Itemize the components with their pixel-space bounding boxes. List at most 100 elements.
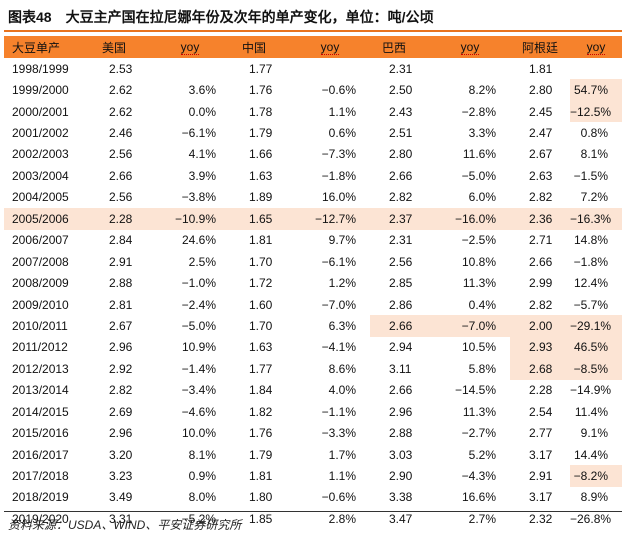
table-body: 1998/1999 2.53 1.77 2.31 1.81 1999/2000 2.62 3.… xyxy=(4,58,622,530)
cell-argentina-yoy: −8.2% xyxy=(570,465,622,487)
cell-argentina: 2.82 xyxy=(529,190,553,205)
cell-argentina: 1.81 xyxy=(529,61,553,76)
cell-china-yoy: 8.6% xyxy=(328,361,356,376)
cell-china-yoy: 1.7% xyxy=(328,447,356,462)
cell-usa: 3.31 xyxy=(109,511,133,526)
cell-brazil: 2.66 xyxy=(389,168,413,183)
cell-year: 1999/2000 xyxy=(12,83,69,98)
cell-brazil-yoy: −7.0% xyxy=(430,315,510,337)
cell-brazil: 2.80 xyxy=(389,147,413,162)
cell-china: 1.81 xyxy=(249,469,273,484)
cell-china: 1.79 xyxy=(249,126,273,141)
cell-china: 1.78 xyxy=(249,104,273,119)
cell-china-yoy: 1.1% xyxy=(328,469,356,484)
cell-brazil-yoy: 0.4% xyxy=(468,297,496,312)
cell-china: 1.81 xyxy=(249,233,273,248)
cell-year: 1998/1999 xyxy=(12,61,69,76)
cell-argentina-yoy: 12.4% xyxy=(573,276,608,291)
cell-brazil: 3.11 xyxy=(389,361,412,376)
cell-brazil: 2.66 xyxy=(389,383,413,398)
cell-usa: 2.96 xyxy=(109,426,133,441)
cell-usa: 2.69 xyxy=(109,404,133,419)
cell-argentina: 3.17 xyxy=(529,490,553,505)
cell-brazil: 2.96 xyxy=(389,404,413,419)
table-header-row: 大豆单产 美国 yoy 中国 yoy 巴西 yoy 阿根廷 yoy xyxy=(4,36,622,58)
cell-brazil-yoy: −14.5% xyxy=(454,383,496,398)
cell-usa-yoy: −3.4% xyxy=(181,383,216,398)
cell-brazil-yoy: −4.3% xyxy=(461,469,496,484)
cell-china-yoy: −6.1% xyxy=(321,254,356,269)
cell-argentina: 2.91 xyxy=(529,469,553,484)
cell-argentina-yoy: 14.4% xyxy=(573,447,608,462)
cell-argentina-yoy: −8.5% xyxy=(570,358,622,380)
cell-brazil-yoy: 8.2% xyxy=(468,83,496,98)
cell-year: 2008/2009 xyxy=(12,276,69,291)
cell-argentina-yoy: −29.1% xyxy=(570,315,622,337)
cell-argentina: 2.68 xyxy=(510,358,570,380)
cell-year: 2010/2011 xyxy=(12,318,68,333)
cell-year: 2003/2004 xyxy=(12,168,69,183)
cell-china: 1.76 xyxy=(249,426,273,441)
cell-argentina: 2.32 xyxy=(529,511,553,526)
cell-argentina-yoy xyxy=(570,58,622,79)
cell-argentina: 2.63 xyxy=(529,168,553,183)
table-row: 1999/2000 2.62 3.6% 1.76 −0.6% 2.50 8.2% 2.80 54… xyxy=(4,79,622,101)
cell-brazil-yoy: −16.0% xyxy=(430,208,510,230)
cell-argentina-yoy: 14.8% xyxy=(573,233,608,248)
table-row: 2016/2017 3.20 8.1% 1.79 1.7% 3.03 5.2% 3.17 14.… xyxy=(4,444,622,465)
cell-brazil: 2.94 xyxy=(389,340,413,355)
cell-brazil: 2.51 xyxy=(389,126,413,141)
cell-china-yoy: 1.1% xyxy=(328,104,356,119)
cell-year: 2011/2012 xyxy=(12,340,68,355)
table-row: 2013/2014 2.82 −3.4% 1.84 4.0% 2.66 −14.5% 2.28… xyxy=(4,380,622,401)
figure-title-bar: 图表48 大豆主产国在拉尼娜年份及次年的单产变化，单位：吨/公顷 xyxy=(4,4,622,32)
cell-china-yoy: 4.0% xyxy=(328,383,356,398)
cell-china-yoy: −4.1% xyxy=(321,340,356,355)
cell-year: 2002/2003 xyxy=(12,147,69,162)
cell-brazil-yoy: −5.0% xyxy=(461,168,496,183)
cell-argentina-yoy: 7.2% xyxy=(580,190,608,205)
cell-usa-yoy: 0.0% xyxy=(188,104,216,119)
table-row: 2015/2016 2.96 10.0% 1.76 −3.3% 2.88 −2.7% 2.77… xyxy=(4,422,622,443)
cell-usa-yoy: −4.6% xyxy=(181,404,216,419)
cell-argentina-yoy: −12.5% xyxy=(570,100,622,123)
cell-china: 1.84 xyxy=(249,383,273,398)
table-row: 2019/2020 3.31 −5.2% 1.85 2.8% 3.47 2.7% 2.32 −2… xyxy=(4,508,622,529)
cell-usa: 2.96 xyxy=(109,340,133,355)
cell-usa-yoy xyxy=(150,58,230,79)
cell-usa-yoy: 2.5% xyxy=(188,254,216,269)
cell-china: 1.60 xyxy=(249,297,273,312)
cell-argentina: 2.77 xyxy=(529,426,553,441)
table-row: 2008/2009 2.88 −1.0% 1.72 1.2% 2.85 11.3% 2.99 1… xyxy=(4,272,622,293)
cell-china: 1.80 xyxy=(249,490,273,505)
table-row: 2011/2012 2.96 10.9% 1.63 −4.1% 2.94 10.5% 2.93… xyxy=(4,336,622,359)
cell-year: 2017/2018 xyxy=(12,469,69,484)
cell-brazil-yoy: 5.8% xyxy=(468,361,496,376)
cell-usa-yoy: −5.2% xyxy=(181,511,216,526)
header-argentina: 阿根廷 xyxy=(510,36,570,58)
cell-usa-yoy: 24.6% xyxy=(181,233,216,248)
table-row: 2014/2015 2.69 −4.6% 1.82 −1.1% 2.96 11.3% 2.54… xyxy=(4,401,622,422)
cell-brazil: 2.82 xyxy=(389,190,413,205)
cell-china-yoy: 0.6% xyxy=(328,126,356,141)
cell-year: 2009/2010 xyxy=(12,297,69,312)
cell-usa: 2.84 xyxy=(109,233,133,248)
header-brazil: 巴西 xyxy=(370,36,430,58)
cell-usa: 2.28 xyxy=(90,208,150,230)
cell-china: 1.70 xyxy=(249,318,273,333)
cell-usa: 2.82 xyxy=(109,383,133,398)
cell-usa-yoy: 10.0% xyxy=(181,426,216,441)
cell-argentina: 2.47 xyxy=(529,126,553,141)
table-row: 2005/2006 2.28 −10.9% 1.65 −12.7% 2.37 −16.0% 2… xyxy=(4,208,622,230)
cell-brazil: 2.37 xyxy=(370,208,430,230)
cell-argentina-yoy: −5.7% xyxy=(573,297,608,312)
cell-brazil: 2.85 xyxy=(389,276,413,291)
cell-brazil-yoy: 11.6% xyxy=(462,147,496,162)
cell-brazil-yoy: −2.5% xyxy=(461,233,496,248)
cell-year: 2005/2006 xyxy=(4,208,90,230)
cell-china: 1.63 xyxy=(249,340,273,355)
cell-china-yoy: −0.6% xyxy=(321,490,356,505)
cell-china-yoy: 6.3% xyxy=(328,318,356,333)
cell-usa-yoy: −2.4% xyxy=(181,297,216,312)
table-row: 2003/2004 2.66 3.9% 1.63 −1.8% 2.66 −5.0% 2.63 −… xyxy=(4,165,622,186)
